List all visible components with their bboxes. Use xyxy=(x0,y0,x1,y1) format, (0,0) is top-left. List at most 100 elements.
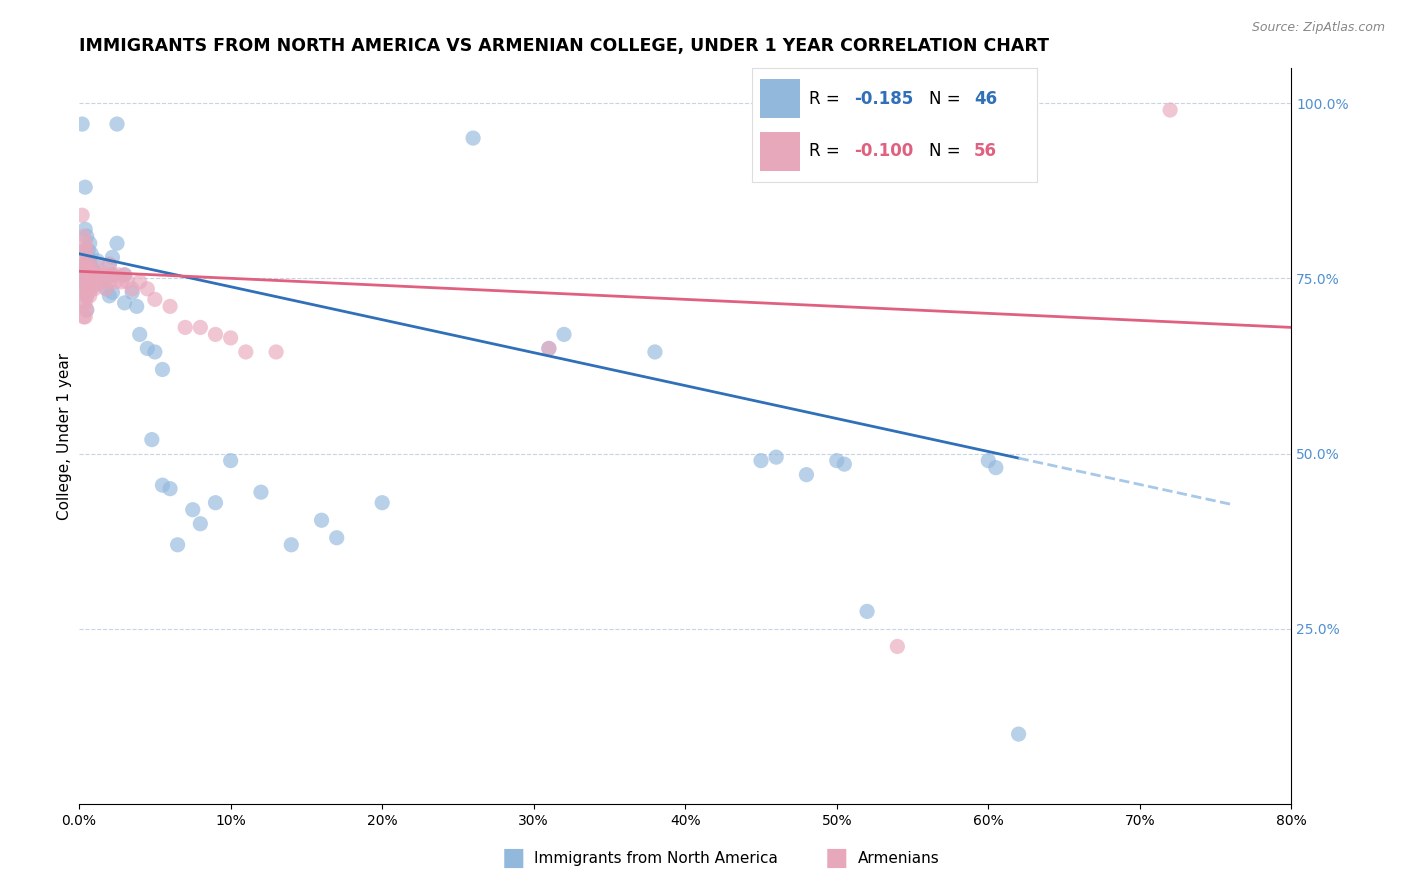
Point xyxy=(141,433,163,447)
Point xyxy=(461,131,484,145)
Point xyxy=(79,253,101,268)
Point xyxy=(75,253,97,268)
Point xyxy=(371,496,394,510)
Point xyxy=(73,296,96,310)
Point xyxy=(537,342,560,356)
Point xyxy=(73,244,96,258)
Point xyxy=(834,457,856,471)
Point xyxy=(977,453,1000,467)
Point xyxy=(250,485,273,500)
Point xyxy=(80,268,103,282)
Point xyxy=(86,253,108,268)
Point xyxy=(136,342,159,356)
Point xyxy=(76,289,98,303)
Point xyxy=(204,327,226,342)
Point xyxy=(101,285,124,300)
Point xyxy=(96,282,118,296)
Point xyxy=(98,275,121,289)
Point xyxy=(219,453,242,467)
Point xyxy=(75,296,97,310)
Point xyxy=(82,268,104,282)
Point xyxy=(77,253,100,268)
Point xyxy=(77,253,100,268)
Point xyxy=(96,268,118,282)
Point xyxy=(75,282,97,296)
Point xyxy=(117,275,139,289)
Point xyxy=(101,250,124,264)
Point xyxy=(188,320,211,334)
Point xyxy=(75,244,97,258)
Text: ■: ■ xyxy=(502,847,524,870)
Point xyxy=(80,282,103,296)
Point xyxy=(83,268,105,282)
Point xyxy=(152,362,174,376)
Point xyxy=(181,502,204,516)
Point xyxy=(264,345,287,359)
Point xyxy=(79,271,101,285)
Point xyxy=(76,275,98,289)
Text: Armenians: Armenians xyxy=(858,851,939,865)
Point xyxy=(188,516,211,531)
Point xyxy=(280,538,302,552)
Point xyxy=(82,275,104,289)
Point xyxy=(76,302,98,317)
Point xyxy=(128,275,150,289)
Point xyxy=(79,289,101,303)
Point xyxy=(89,268,111,282)
Point xyxy=(75,268,97,282)
Point xyxy=(796,467,818,482)
Point xyxy=(87,268,110,282)
Point xyxy=(75,310,97,324)
Point xyxy=(107,268,129,282)
Point xyxy=(76,244,98,258)
Point xyxy=(128,327,150,342)
Point xyxy=(75,257,97,271)
Text: IMMIGRANTS FROM NORTH AMERICA VS ARMENIAN COLLEGE, UNDER 1 YEAR CORRELATION CHAR: IMMIGRANTS FROM NORTH AMERICA VS ARMENIA… xyxy=(79,37,1049,55)
Point xyxy=(93,275,115,289)
Point xyxy=(79,260,101,275)
Point xyxy=(79,275,101,289)
Point xyxy=(114,268,136,282)
Point xyxy=(121,282,143,296)
Text: ■: ■ xyxy=(825,847,848,870)
Point xyxy=(886,640,908,654)
Point xyxy=(75,278,97,293)
Point xyxy=(73,310,96,324)
Point xyxy=(73,268,96,282)
Point xyxy=(159,299,181,313)
Point xyxy=(235,345,257,359)
Point xyxy=(114,268,136,282)
Point xyxy=(136,282,159,296)
Point xyxy=(114,296,136,310)
Point xyxy=(75,180,97,194)
Y-axis label: College, Under 1 year: College, Under 1 year xyxy=(58,352,72,520)
Point xyxy=(644,345,666,359)
Point xyxy=(76,260,98,275)
Point xyxy=(73,282,96,296)
Point xyxy=(77,282,100,296)
Point xyxy=(1159,103,1181,117)
Point xyxy=(125,299,148,313)
Point xyxy=(825,453,848,467)
Point xyxy=(143,345,166,359)
Point xyxy=(83,278,105,293)
Point xyxy=(80,247,103,261)
Point xyxy=(83,264,105,278)
Point xyxy=(121,285,143,300)
Point xyxy=(76,302,98,317)
Point xyxy=(77,268,100,282)
Point xyxy=(105,117,128,131)
Point xyxy=(98,289,121,303)
Point xyxy=(77,244,100,258)
Point xyxy=(86,260,108,275)
Point xyxy=(76,229,98,244)
Point xyxy=(76,289,98,303)
Point xyxy=(98,257,121,271)
Point xyxy=(86,275,108,289)
Point xyxy=(749,453,772,467)
Point xyxy=(75,268,97,282)
Point xyxy=(104,275,127,289)
Point xyxy=(76,260,98,275)
Point xyxy=(70,208,93,222)
Point xyxy=(219,331,242,345)
